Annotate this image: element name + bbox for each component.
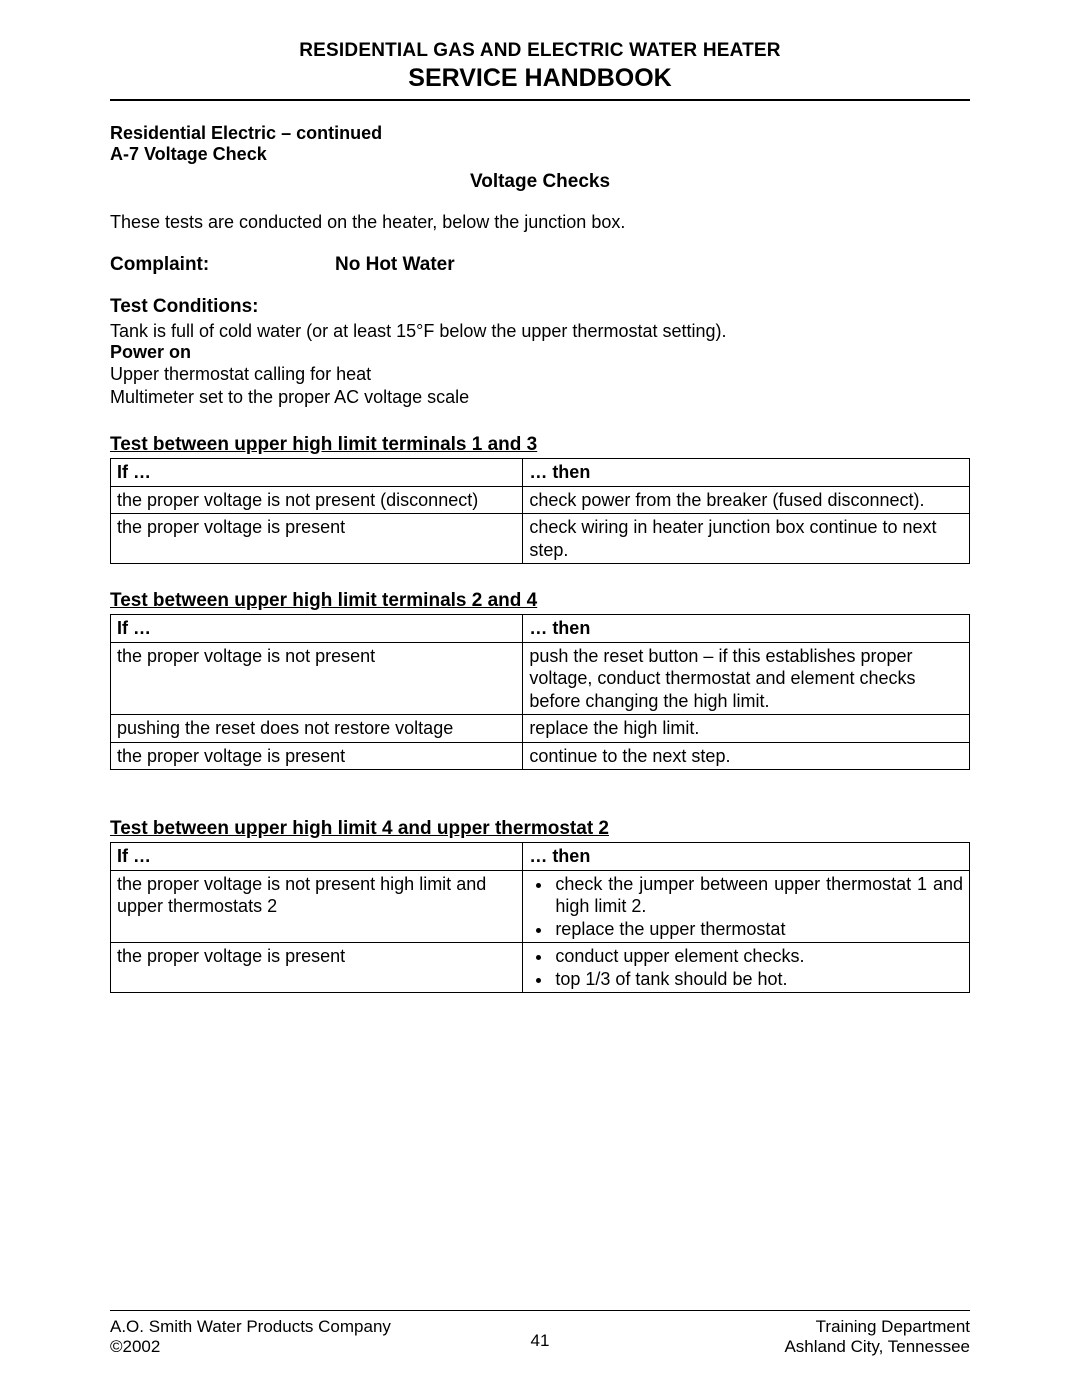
section-code: A-7 Voltage Check [110,144,970,165]
if-cell: the proper voltage is present [111,943,523,993]
if-cell: the proper voltage is present [111,742,523,770]
test-conditions-label: Test Conditions: [110,296,970,318]
then-header: … then [523,615,970,643]
if-cell: the proper voltage is not present [111,642,523,715]
then-header: … then [523,459,970,487]
table-row: the proper voltage is present continue t… [111,742,970,770]
table-header-row: If … … then [111,459,970,487]
section-continued: Residential Electric – continued [110,123,970,144]
table-row: pushing the reset does not restore volta… [111,715,970,743]
test3-table: If … … then the proper voltage is not pr… [110,842,970,993]
header-line-1: RESIDENTIAL GAS AND ELECTRIC WATER HEATE… [110,40,970,62]
footer-page-number: 41 [531,1331,550,1351]
table-row: the proper voltage is present conduct up… [111,943,970,993]
then-list: check the jumper between upper thermosta… [529,873,963,941]
table-header-row: If … … then [111,843,970,871]
footer-left: A.O. Smith Water Products Company ©2002 [110,1317,391,1357]
test3-title: Test between upper high limit 4 and uppe… [110,818,970,840]
footer-company: A.O. Smith Water Products Company [110,1317,391,1337]
if-cell: pushing the reset does not restore volta… [111,715,523,743]
test1-table: If … … then the proper voltage is not pr… [110,458,970,564]
list-item: check the jumper between upper thermosta… [553,873,963,918]
conditions-line-1: Tank is full of cold water (or at least … [110,320,970,343]
page-header: RESIDENTIAL GAS AND ELECTRIC WATER HEATE… [110,40,970,101]
table-row: the proper voltage is not present high l… [111,870,970,943]
footer-right: Training Department Ashland City, Tennes… [784,1317,970,1357]
if-header: If … [111,843,523,871]
page-content: RESIDENTIAL GAS AND ELECTRIC WATER HEATE… [110,40,970,1357]
if-cell: the proper voltage is not present high l… [111,870,523,943]
if-cell: the proper voltage is not present (disco… [111,486,523,514]
complaint-label: Complaint: [110,254,335,276]
footer-location: Ashland City, Tennessee [784,1337,970,1357]
section-title: Voltage Checks [110,171,970,193]
then-cell: check wiring in heater junction box cont… [523,514,970,564]
table-row: the proper voltage is not present (disco… [111,486,970,514]
then-cell: check the jumper between upper thermosta… [523,870,970,943]
test1-title: Test between upper high limit terminals … [110,434,970,456]
if-header: If … [111,615,523,643]
then-cell: conduct upper element checks. top 1/3 of… [523,943,970,993]
footer-copyright: ©2002 [110,1337,391,1357]
test2-title: Test between upper high limit terminals … [110,590,970,612]
then-cell: push the reset button – if this establis… [523,642,970,715]
list-item: replace the upper thermostat [553,918,963,941]
then-header: … then [523,843,970,871]
list-item: conduct upper element checks. [553,945,963,968]
then-cell: check power from the breaker (fused disc… [523,486,970,514]
then-list: conduct upper element checks. top 1/3 of… [529,945,963,990]
table-header-row: If … … then [111,615,970,643]
power-on-label: Power on [110,342,970,363]
table-row: the proper voltage is present check wiri… [111,514,970,564]
if-header: If … [111,459,523,487]
conditions-line-3: Multimeter set to the proper AC voltage … [110,386,970,409]
intro-text: These tests are conducted on the heater,… [110,211,970,234]
if-cell: the proper voltage is present [111,514,523,564]
then-cell: replace the high limit. [523,715,970,743]
footer-dept: Training Department [784,1317,970,1337]
header-line-2: SERVICE HANDBOOK [110,64,970,93]
conditions-line-2: Upper thermostat calling for heat [110,363,970,386]
complaint-value: No Hot Water [335,254,455,276]
then-cell: continue to the next step. [523,742,970,770]
test2-table: If … … then the proper voltage is not pr… [110,614,970,770]
complaint-row: Complaint: No Hot Water [110,254,970,276]
list-item: top 1/3 of tank should be hot. [553,968,963,991]
page-footer: A.O. Smith Water Products Company ©2002 … [110,1310,970,1357]
table-row: the proper voltage is not present push t… [111,642,970,715]
